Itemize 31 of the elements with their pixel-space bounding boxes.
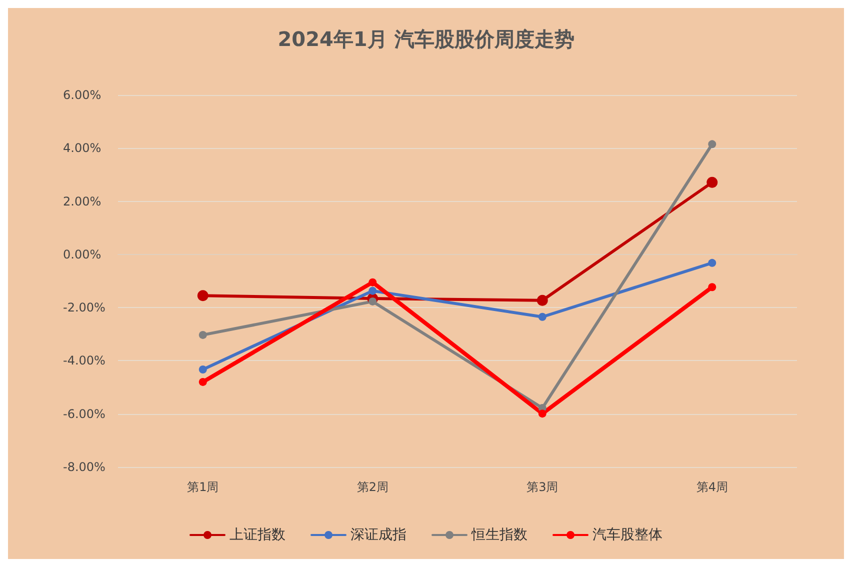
point (538, 410, 546, 418)
x-tick-label: 第1周 (187, 480, 219, 494)
x-tick-label: 第4周 (696, 480, 728, 494)
x-tick-label: 第2周 (356, 480, 388, 494)
point (198, 378, 207, 386)
y-tick-label: 2.00% (63, 194, 102, 208)
y-tick-label: 0.00% (63, 247, 102, 262)
legend-label: 上证指数 (230, 527, 286, 543)
y-tick-label: -8.00% (63, 460, 106, 474)
y-tick-label: -2.00% (63, 300, 106, 315)
point (708, 283, 716, 292)
x-tick-label: 第3周 (526, 480, 558, 494)
point (198, 365, 207, 374)
y-tick-label: 6.00% (63, 88, 102, 102)
point (198, 330, 207, 339)
point (368, 297, 377, 306)
point (538, 312, 546, 321)
y-tick-label: 4.00% (63, 141, 102, 156)
legend-label: 恒生指数 (470, 527, 528, 543)
point (368, 278, 377, 286)
legend-label: 汽车股整体 (592, 527, 662, 543)
chart-title: 2024年1月 汽车股股价周度走势 (278, 27, 574, 51)
point (197, 290, 208, 302)
point (536, 294, 548, 306)
point (708, 140, 716, 148)
point (706, 176, 718, 188)
point (708, 258, 716, 267)
point (368, 286, 377, 295)
legend-label: 深证成指 (350, 527, 406, 543)
y-tick-label: -6.00% (63, 406, 106, 421)
y-tick-label: -4.00% (63, 354, 106, 368)
